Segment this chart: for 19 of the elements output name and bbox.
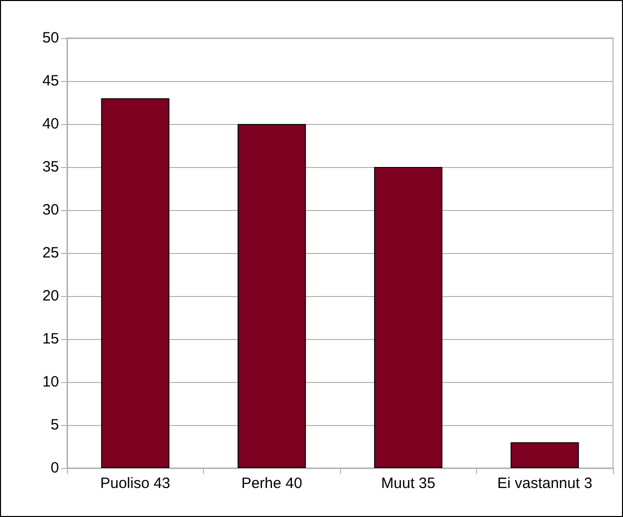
y-tick-label: 30 (42, 202, 59, 218)
bar (101, 98, 170, 468)
y-tick-label: 10 (42, 374, 59, 390)
y-tick-label: 50 (42, 30, 59, 46)
bar (374, 167, 442, 468)
y-tick-label: 20 (42, 288, 59, 304)
bar (510, 442, 579, 468)
y-tick-label: 15 (42, 330, 59, 348)
y-tick-label: 25 (42, 244, 59, 262)
x-tick-label: Perhe 40 (241, 475, 302, 492)
x-tick-label: Puoliso 43 (100, 475, 170, 492)
x-tick-label: Muut 35 (381, 475, 436, 492)
y-tick-label: 40 (42, 116, 59, 132)
y-tick-label: 35 (42, 158, 59, 176)
y-tick-label: 5 (50, 416, 59, 434)
y-tick-label: 0 (50, 460, 59, 476)
y-tick-label: 45 (42, 72, 59, 90)
x-tick-label: Ei vastannut 3 (497, 475, 592, 492)
bar (238, 124, 306, 468)
